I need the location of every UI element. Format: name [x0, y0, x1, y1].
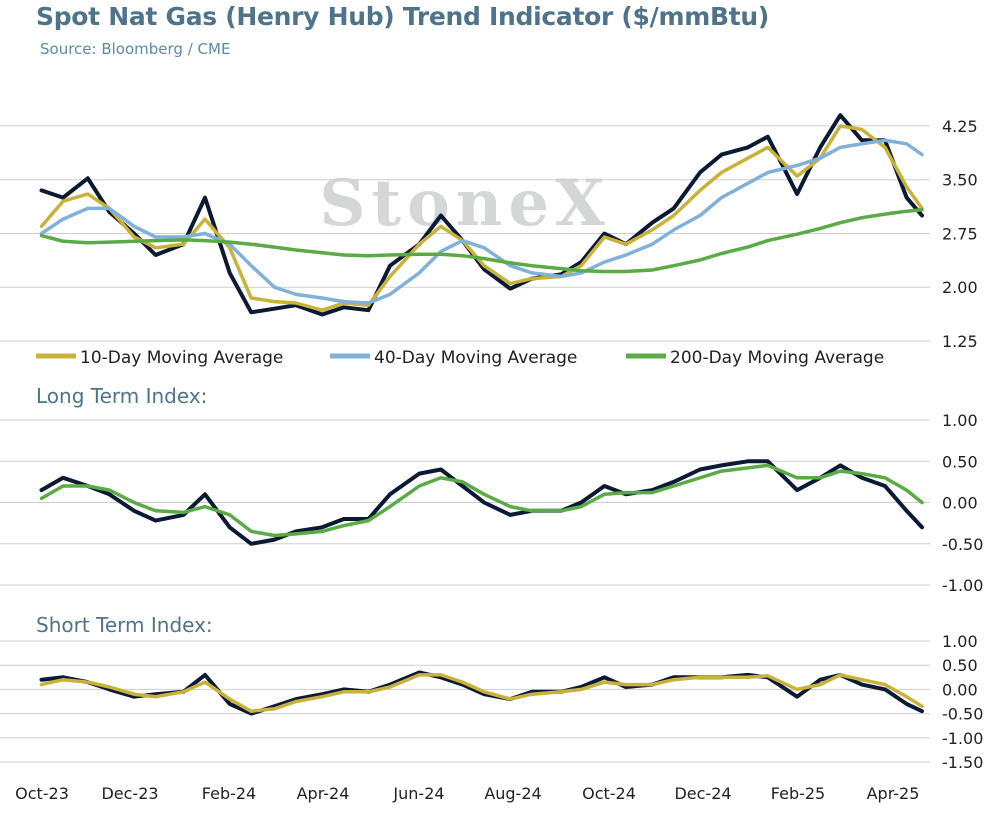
long-y-tick-label: 0.50: [942, 452, 978, 471]
x-axis-label: Dec-23: [101, 784, 158, 803]
x-axis-label: Aug-24: [484, 784, 541, 803]
short-y-tick-label: -1.50: [942, 753, 983, 772]
price-y-tick-label: 1.25: [942, 332, 978, 351]
price-y-tick-label: 4.25: [942, 117, 978, 136]
x-axis-label: Oct-24: [582, 784, 636, 803]
price-series-40-day-moving-average-line: [39, 138, 924, 305]
chart-source: Source: Bloomberg / CME: [40, 40, 231, 58]
legend-label-ma200: 200-Day Moving Average: [670, 348, 884, 368]
price-y-tick-label: 3.50: [942, 171, 978, 190]
short-y-tick-label: -0.50: [942, 705, 983, 724]
x-axis-label: Apr-24: [297, 784, 350, 803]
long-series-price-line: [39, 459, 924, 546]
legend-label-ma10: 10-Day Moving Average: [80, 348, 283, 368]
long-y-tick-label: 1.00: [942, 411, 978, 430]
x-axis-label: Dec-24: [674, 784, 731, 803]
long-y-tick-label: 0.00: [942, 494, 978, 513]
long-term-title: Long Term Index:: [36, 384, 208, 408]
short-y-tick-label: 0.00: [942, 680, 978, 699]
price-y-tick-label: 2.75: [942, 224, 978, 243]
stonex-watermark: StoneX: [319, 166, 610, 241]
price-y-tick-label: 2.00: [942, 278, 978, 297]
legend-label-ma40: 40-Day Moving Average: [374, 348, 577, 368]
x-axis-label: Feb-25: [771, 784, 825, 803]
short-series-price-line: [39, 670, 924, 716]
short-y-tick-label: 1.00: [942, 632, 978, 651]
short-term-title: Short Term Index:: [36, 613, 213, 637]
price-series-200-day-moving-average-line: [39, 208, 924, 274]
x-axis-label: Jun-24: [392, 784, 444, 803]
x-axis-label: Oct-23: [15, 784, 69, 803]
short-y-tick-label: -1.00: [942, 729, 983, 748]
price-series-price-line: [39, 113, 924, 317]
x-axis-label: Apr-25: [867, 784, 920, 803]
long-series-ma200-line: [39, 463, 924, 538]
short-y-tick-label: 0.50: [942, 656, 978, 675]
short-series-ma10-line: [39, 673, 924, 713]
chart-title: Spot Nat Gas (Henry Hub) Trend Indicator…: [36, 2, 770, 31]
long-y-tick-label: -1.00: [942, 576, 983, 595]
x-axis-label: Feb-24: [202, 784, 256, 803]
long-y-tick-label: -0.50: [942, 535, 983, 554]
